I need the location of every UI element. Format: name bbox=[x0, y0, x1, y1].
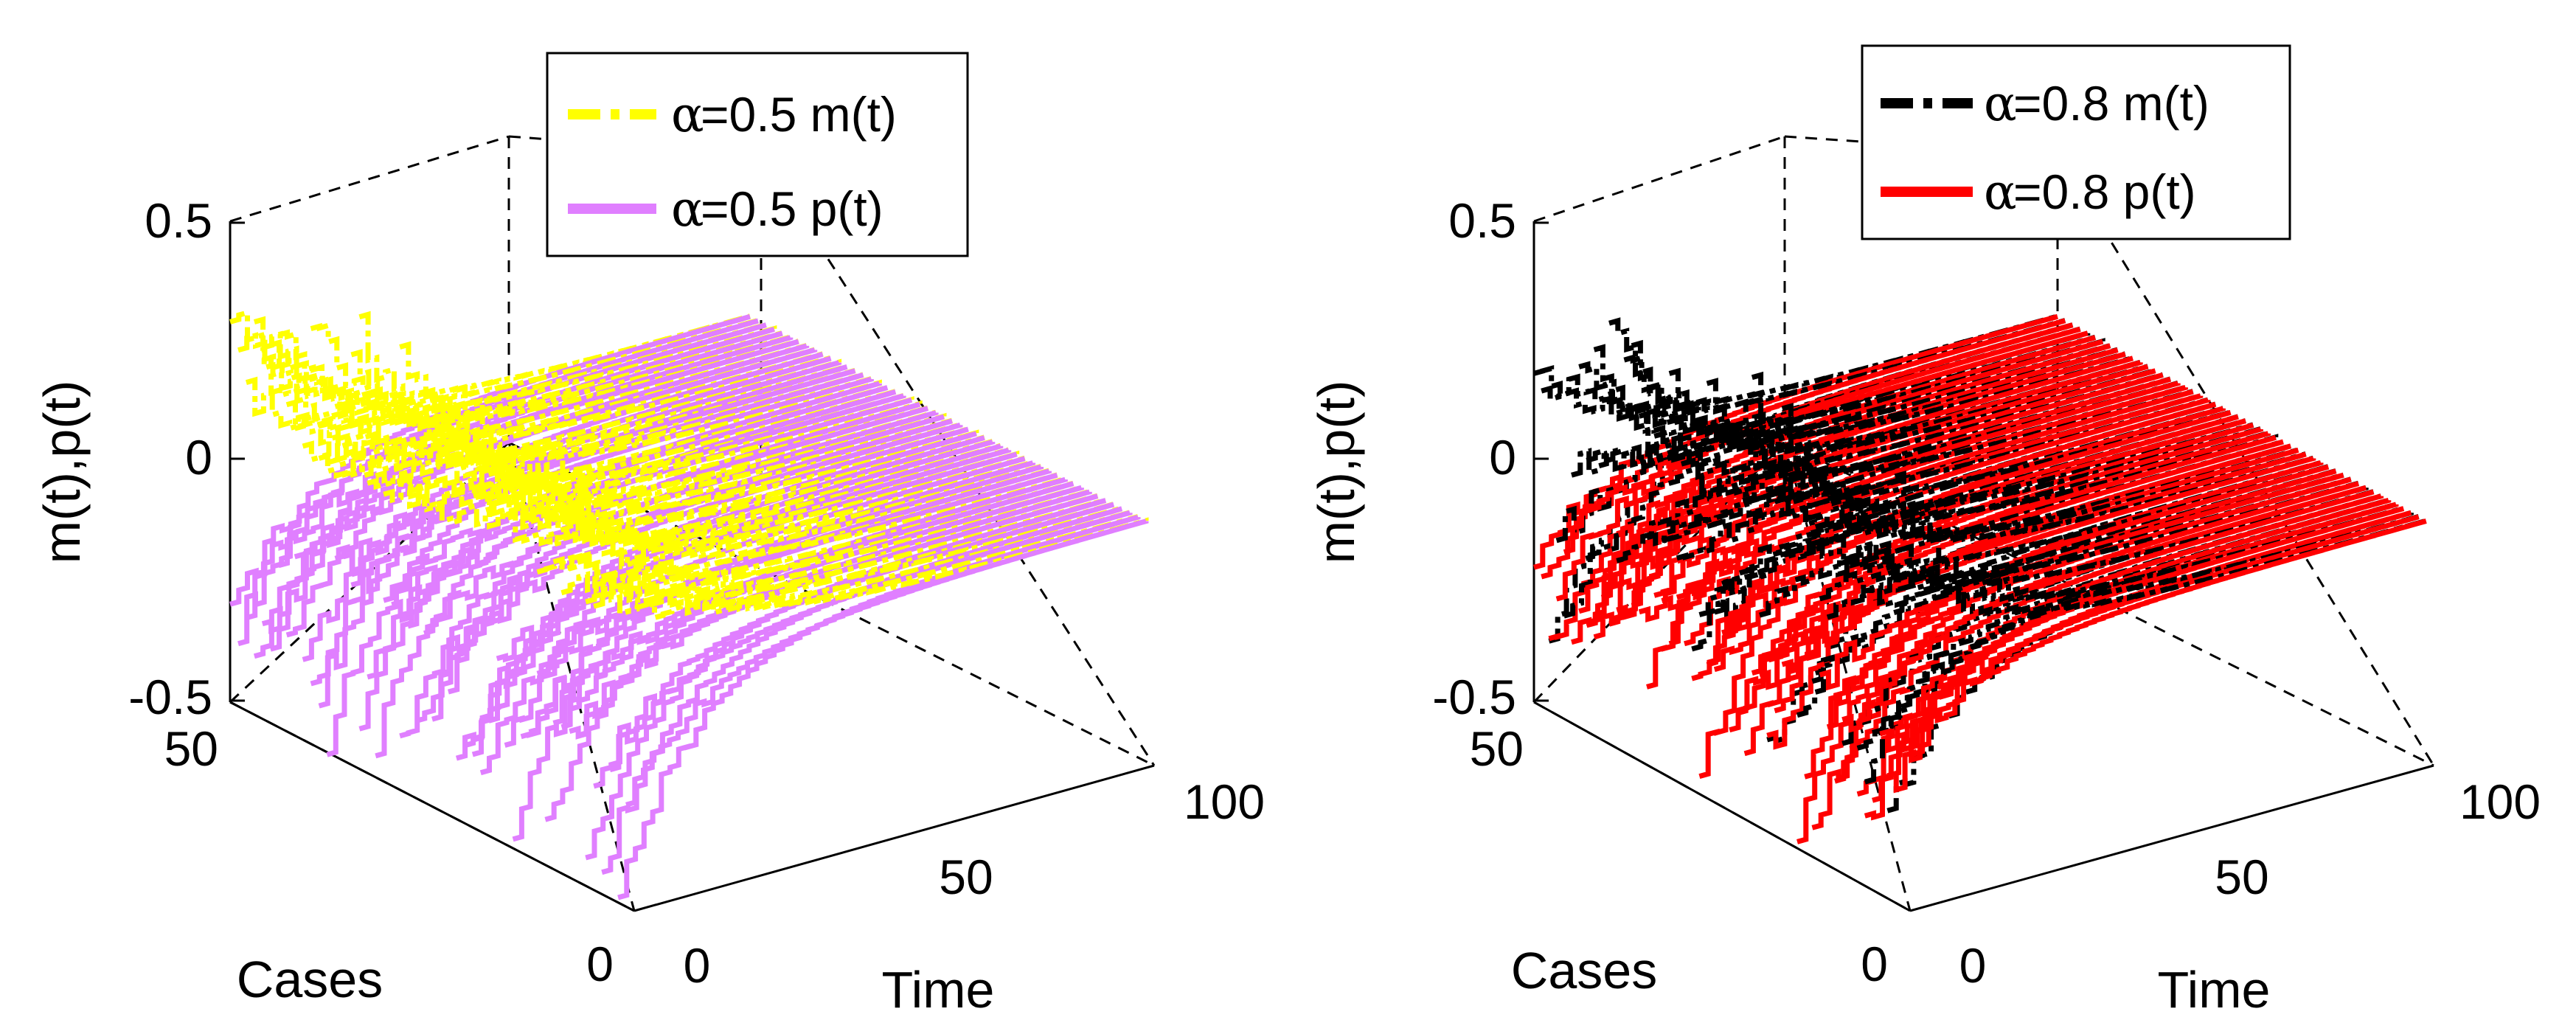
z-tick-0.5-right: 0.5 bbox=[1448, 193, 1516, 248]
trace-pt-case-17 bbox=[1781, 451, 2307, 675]
y-tick-50-left: 50 bbox=[164, 721, 218, 776]
trace-pt-case-2 bbox=[617, 514, 1141, 901]
trace-pt-case-27 bbox=[1706, 409, 2232, 667]
trace-pt-case-18 bbox=[487, 448, 1012, 724]
trace-pt-case-1 bbox=[625, 518, 1149, 808]
trace-mt-case-2 bbox=[1894, 470, 2420, 600]
trace-pt-case-35 bbox=[350, 376, 874, 594]
trace-mt-case-42 bbox=[294, 347, 816, 457]
trace-pt-case-31 bbox=[383, 393, 906, 603]
y-axis-label-left: Cases bbox=[237, 951, 383, 1008]
legend-label-m-left: =0.5 m(t) bbox=[701, 87, 897, 142]
traces-left bbox=[229, 309, 1149, 901]
z-tick-0-right: 0 bbox=[1489, 430, 1516, 485]
z-tick-0-left: 0 bbox=[185, 430, 212, 485]
trace-pt-case-12 bbox=[536, 472, 1058, 680]
x-tick-0-right: 0 bbox=[1959, 938, 1987, 993]
trace-pt-case-28 bbox=[407, 406, 929, 629]
trace-pt-case-14 bbox=[1804, 464, 2330, 780]
trace-mt-case-4 bbox=[1879, 505, 2405, 605]
trace-pt-case-4 bbox=[1879, 506, 2405, 754]
x-tick-100-right: 100 bbox=[2459, 774, 2541, 829]
z-ticks-left bbox=[230, 221, 245, 702]
trace-mt-case-15 bbox=[1796, 459, 2322, 718]
trace-mt-case-43 bbox=[285, 343, 808, 446]
z-axis-label-right: m(t),p(t) bbox=[1308, 381, 1365, 564]
trace-mt-case-22 bbox=[455, 384, 979, 512]
trace-pt-case-41 bbox=[1600, 351, 2126, 600]
trace-mt-case-11 bbox=[1826, 476, 2352, 620]
trace-pt-case-1 bbox=[1901, 518, 2427, 763]
trace-pt-case-44 bbox=[277, 339, 799, 569]
y-tick-0-right: 0 bbox=[1861, 937, 1888, 991]
legend-symbol-m-left: α bbox=[671, 86, 704, 143]
trace-pt-case-45 bbox=[1571, 335, 2096, 645]
legend-symbol-p-right: α bbox=[1984, 164, 2017, 221]
x-tick-50-right: 50 bbox=[2215, 850, 2268, 904]
z-tick-0.5-left: 0.5 bbox=[145, 193, 212, 248]
trace-mt-case-34 bbox=[1653, 381, 2179, 486]
trace-mt-case-42 bbox=[1593, 344, 2119, 440]
y-tick-50-right: 50 bbox=[1470, 721, 1524, 776]
y-axis-label-right: Cases bbox=[1511, 942, 1657, 999]
trace-pt-case-7 bbox=[577, 493, 1099, 738]
trace-mt-case-41 bbox=[1600, 351, 2126, 448]
trace-mt-case-4 bbox=[601, 491, 1123, 591]
trace-mt-case-18 bbox=[1774, 447, 2299, 541]
x-tick-100-left: 100 bbox=[1184, 774, 1265, 829]
x-axis-label-left: Time bbox=[882, 961, 995, 1019]
trace-pt-case-7 bbox=[1856, 493, 2384, 797]
legend-left: α =0.5 m(t) α =0.5 p(t) bbox=[546, 52, 969, 257]
traces-right bbox=[1533, 313, 2427, 844]
legend-box-left bbox=[546, 52, 969, 257]
chart-right: 0.5 0 -0.5 50 0 0 50 100 m(t),p(t) Cases… bbox=[1308, 44, 2541, 1019]
trace-pt-case-6 bbox=[585, 498, 1107, 861]
trace-pt-case-15 bbox=[1796, 460, 2324, 844]
trace-mt-case-32 bbox=[1668, 367, 2194, 476]
trace-pt-case-50 bbox=[1533, 313, 2058, 570]
trace-pt-case-16 bbox=[1788, 456, 2316, 681]
z-tick-neg0.5-right: -0.5 bbox=[1432, 670, 1516, 724]
trace-pt-case-32 bbox=[1668, 389, 2194, 647]
legend-right: α =0.8 m(t) α =0.8 p(t) bbox=[1861, 44, 2291, 240]
trace-mt-case-46 bbox=[261, 330, 783, 426]
legend-label-m-right: =0.8 m(t) bbox=[2013, 76, 2209, 131]
x-tick-50-left: 50 bbox=[939, 850, 993, 904]
legend-label-p-right: =0.8 p(t) bbox=[2013, 164, 2196, 219]
z-axis-label-left: m(t),p(t) bbox=[33, 381, 91, 564]
chart-left: 0.5 0 -0.5 50 0 0 50 100 m(t),p(t) Cases… bbox=[33, 52, 1265, 1019]
trace-mt-case-6 bbox=[585, 497, 1107, 609]
trace-mt-case-21 bbox=[1751, 371, 2279, 518]
trace-mt-case-6 bbox=[1864, 497, 2389, 785]
y-tick-0-left: 0 bbox=[586, 937, 614, 991]
x-tick-0-left: 0 bbox=[684, 938, 711, 993]
legend-label-p-left: =0.5 p(t) bbox=[701, 181, 883, 236]
trace-pt-case-8 bbox=[1849, 489, 2375, 752]
legend-symbol-p-left: α bbox=[671, 181, 704, 237]
trace-mt-case-8 bbox=[569, 487, 1092, 580]
legend-box-right bbox=[1861, 44, 2291, 240]
trace-pt-case-9 bbox=[560, 485, 1084, 730]
trace-pt-case-30 bbox=[391, 397, 913, 619]
trace-mt-case-24 bbox=[440, 422, 961, 509]
legend-symbol-m-right: α bbox=[1984, 75, 2017, 132]
trace-mt-case-35 bbox=[1646, 376, 2171, 547]
trace-pt-case-49 bbox=[1541, 318, 2066, 580]
x-axis-label-right: Time bbox=[2158, 961, 2271, 1019]
trace-mt-case-24 bbox=[1729, 418, 2254, 511]
trace-pt-case-38 bbox=[1623, 364, 2149, 569]
trace-mt-case-16 bbox=[1788, 425, 2314, 544]
z-ticks-right bbox=[1534, 221, 1549, 702]
trace-pt-case-21 bbox=[1751, 434, 2277, 676]
z-tick-neg0.5-left: -0.5 bbox=[128, 670, 212, 724]
